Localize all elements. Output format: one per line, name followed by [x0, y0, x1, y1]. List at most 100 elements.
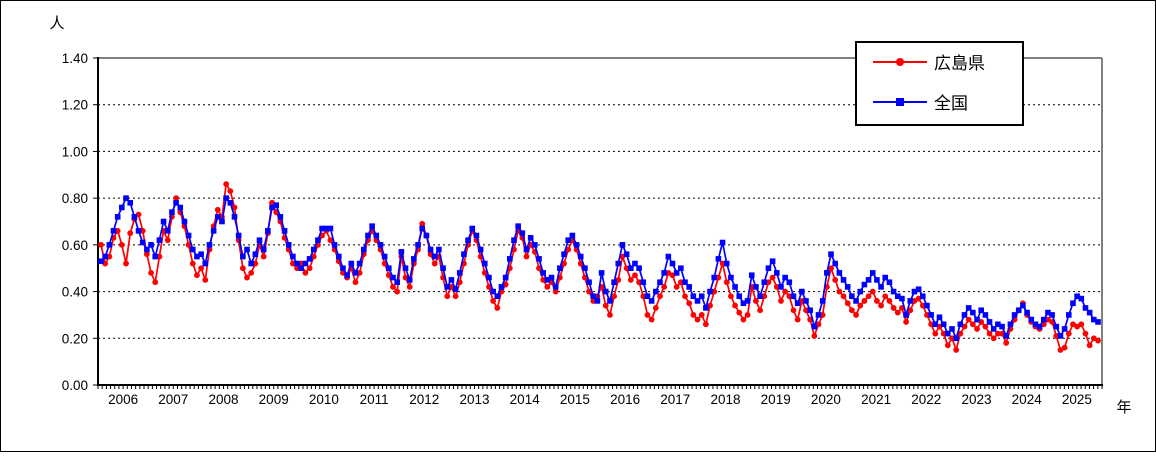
- data-point: [1082, 330, 1089, 337]
- data-point: [753, 284, 759, 290]
- legend-marker-square-icon: [896, 98, 904, 106]
- data-point: [135, 228, 142, 234]
- data-point: [373, 232, 380, 239]
- data-point: [903, 319, 910, 325]
- data-point: [978, 307, 984, 314]
- data-point: [465, 237, 471, 243]
- x-tick-label: 2014: [510, 392, 541, 407]
- data-point: [160, 218, 167, 225]
- data-point: [1028, 316, 1035, 323]
- data-point: [1003, 333, 1010, 339]
- data-point: [327, 237, 334, 244]
- data-point: [202, 276, 209, 283]
- data-point: [969, 321, 976, 328]
- data-point: [903, 312, 909, 318]
- data-point: [398, 249, 405, 255]
- data-point: [744, 298, 751, 304]
- data-point: [1091, 316, 1097, 323]
- x-tick-label: 2024: [1012, 392, 1043, 407]
- x-tick-label: 2015: [560, 392, 590, 407]
- data-point: [723, 279, 730, 286]
- data-point: [561, 260, 567, 267]
- data-point: [1078, 295, 1085, 302]
- data-point: [853, 298, 859, 304]
- data-point: [623, 251, 630, 257]
- data-point: [1003, 340, 1010, 346]
- data-point: [615, 260, 622, 267]
- data-point: [152, 279, 159, 286]
- x-tick-label: 2013: [459, 392, 489, 407]
- data-point: [239, 265, 246, 272]
- data-point: [1065, 330, 1072, 337]
- data-point: [540, 270, 546, 276]
- data-point: [557, 265, 563, 272]
- data-point: [352, 270, 359, 276]
- x-tick-label: 2019: [761, 392, 791, 407]
- data-point: [832, 260, 838, 267]
- data-point: [248, 260, 254, 267]
- data-point: [857, 288, 864, 295]
- data-point: [552, 284, 559, 290]
- data-point: [653, 288, 659, 295]
- data-point: [327, 225, 334, 232]
- data-point: [940, 321, 947, 328]
- data-point: [1040, 316, 1047, 323]
- data-point: [644, 293, 651, 300]
- x-tick-label: 2008: [208, 392, 238, 407]
- data-point: [878, 284, 884, 290]
- data-point: [765, 265, 772, 272]
- data-point: [602, 302, 609, 309]
- data-point: [594, 298, 601, 304]
- data-point: [682, 293, 688, 300]
- data-point: [573, 242, 580, 248]
- data-point: [306, 265, 313, 272]
- data-point: [1065, 312, 1072, 318]
- data-point: [702, 321, 709, 328]
- data-point: [957, 321, 964, 328]
- data-point: [227, 200, 234, 206]
- data-point: [356, 260, 363, 267]
- data-point: [682, 279, 688, 286]
- data-point: [1020, 302, 1026, 309]
- data-point: [849, 293, 855, 300]
- data-point: [794, 316, 801, 323]
- data-point: [627, 265, 634, 272]
- data-point: [673, 284, 680, 290]
- data-point: [703, 305, 709, 311]
- data-point: [164, 228, 171, 234]
- data-point: [214, 206, 221, 213]
- data-point: [481, 269, 488, 276]
- data-point: [452, 293, 459, 300]
- data-point: [848, 307, 855, 314]
- data-point: [1086, 309, 1093, 316]
- data-point: [794, 300, 801, 307]
- data-point: [185, 232, 192, 239]
- data-point: [219, 218, 225, 225]
- data-point: [865, 277, 872, 283]
- data-point: [953, 335, 959, 342]
- data-point: [377, 242, 384, 248]
- data-point: [381, 253, 388, 260]
- x-tick-label: 2025: [1062, 392, 1092, 407]
- x-tick-label: 2021: [861, 392, 891, 407]
- data-point: [436, 246, 442, 253]
- data-point: [824, 270, 830, 276]
- data-point: [778, 284, 784, 290]
- data-point: [748, 272, 755, 279]
- data-point: [206, 242, 213, 248]
- data-point: [974, 326, 980, 332]
- y-axis-ticks: 0.00 0.20 0.40 0.60 0.80 1.00 1.20 1.40: [62, 51, 98, 393]
- data-point: [723, 260, 730, 267]
- data-point: [757, 293, 763, 300]
- data-point: [807, 307, 813, 314]
- data-point: [1024, 309, 1030, 316]
- data-point: [244, 246, 250, 253]
- data-point: [352, 279, 359, 286]
- data-point: [331, 242, 338, 248]
- data-point: [894, 293, 901, 300]
- data-point: [874, 298, 880, 304]
- x-tick-label: 2017: [660, 392, 690, 407]
- data-point: [260, 253, 267, 260]
- data-point: [415, 242, 421, 248]
